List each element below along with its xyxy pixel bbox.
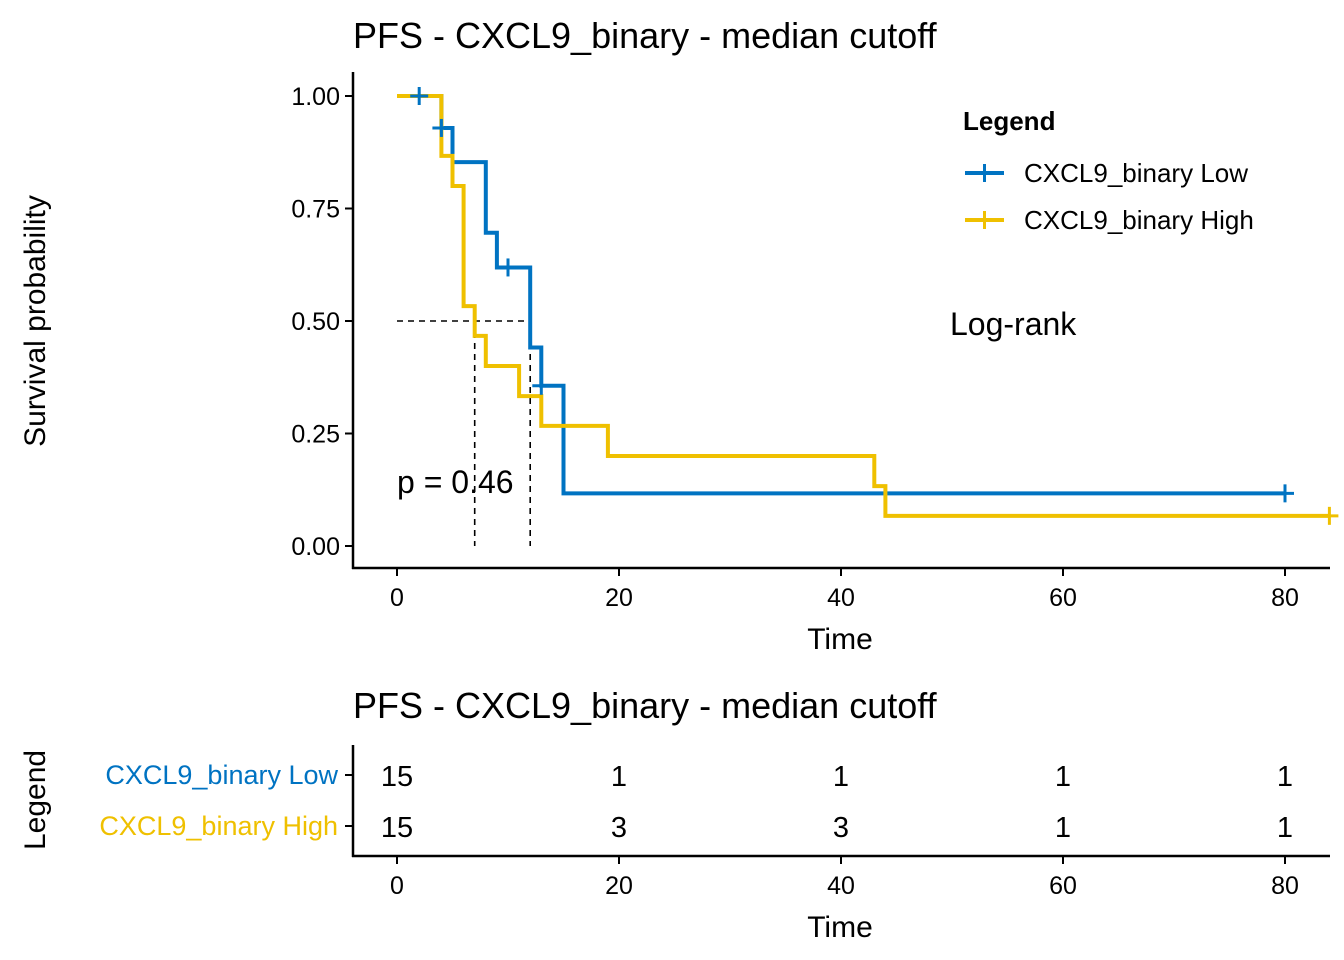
- x-tick-label: 60: [1049, 584, 1077, 612]
- survival-plot-title: PFS - CXCL9_binary - median cutoff: [353, 15, 938, 56]
- x-axis-title: Time: [807, 623, 873, 656]
- risk-table-cell: 3: [833, 812, 849, 844]
- risk-y-axis-title: Legend: [19, 750, 52, 850]
- risk-table-title: PFS - CXCL9_binary - median cutoff: [353, 685, 938, 726]
- legend: Legend CXCL9_binary Low CXCL9_binary Hig…: [963, 106, 1254, 235]
- x-tick-label: 20: [605, 584, 633, 612]
- legend-key-low: [965, 164, 1004, 182]
- legend-title: Legend: [963, 106, 1055, 136]
- risk-x-axis-title: Time: [807, 911, 873, 944]
- logrank-annotation: Log-rank: [950, 306, 1077, 342]
- risk-table-cell: 1: [1055, 761, 1071, 793]
- risk-table-axes: 0 20 40 60 80: [345, 745, 1330, 900]
- y-tick-label: 0.50: [291, 308, 340, 336]
- y-tick-label: 0.25: [291, 421, 340, 449]
- median-reference-lines: [397, 320, 532, 546]
- y-tick-label: 0.75: [291, 196, 340, 224]
- risk-table-cell: 1: [1277, 761, 1293, 793]
- pvalue-annotation: p = 0.46: [397, 464, 514, 500]
- risk-table-cell: 15: [381, 812, 413, 844]
- y-axis-title: Survival probability: [19, 195, 52, 447]
- legend-key-high: [965, 211, 1004, 229]
- risk-table-cell: 15: [381, 761, 413, 793]
- survival-plot-axes: 0.00 0.25 0.50 0.75 1.00 0 20 40 60 80: [291, 72, 1330, 612]
- x-tick-label: 80: [1271, 584, 1299, 612]
- legend-label-low: CXCL9_binary Low: [1024, 158, 1248, 188]
- risk-x-tick-label: 80: [1271, 872, 1299, 900]
- risk-table-cell: 1: [1055, 812, 1071, 844]
- x-tick-label: 40: [827, 584, 855, 612]
- risk-x-tick-label: 40: [827, 872, 855, 900]
- risk-table-cell: 1: [611, 761, 627, 793]
- y-tick-label: 1.00: [291, 83, 340, 111]
- risk-x-tick-label: 60: [1049, 872, 1077, 900]
- x-tick-label: 0: [390, 584, 404, 612]
- legend-label-high: CXCL9_binary High: [1024, 205, 1254, 235]
- survival-curve-high: [397, 94, 1330, 518]
- risk-x-tick-label: 0: [390, 872, 404, 900]
- risk-x-tick-label: 20: [605, 872, 633, 900]
- risk-table-cell: 1: [833, 761, 849, 793]
- risk-table-cell: 3: [611, 812, 627, 844]
- censor-marks: [410, 87, 1339, 525]
- risk-table-cells: 15 1 1 1 1 15 3 3 1 1: [381, 761, 1293, 844]
- y-tick-label: 0.00: [291, 533, 340, 561]
- risk-row-label-high: CXCL9_binary High: [99, 811, 338, 841]
- risk-row-label-low: CXCL9_binary Low: [105, 760, 338, 790]
- risk-table-cell: 1: [1277, 812, 1293, 844]
